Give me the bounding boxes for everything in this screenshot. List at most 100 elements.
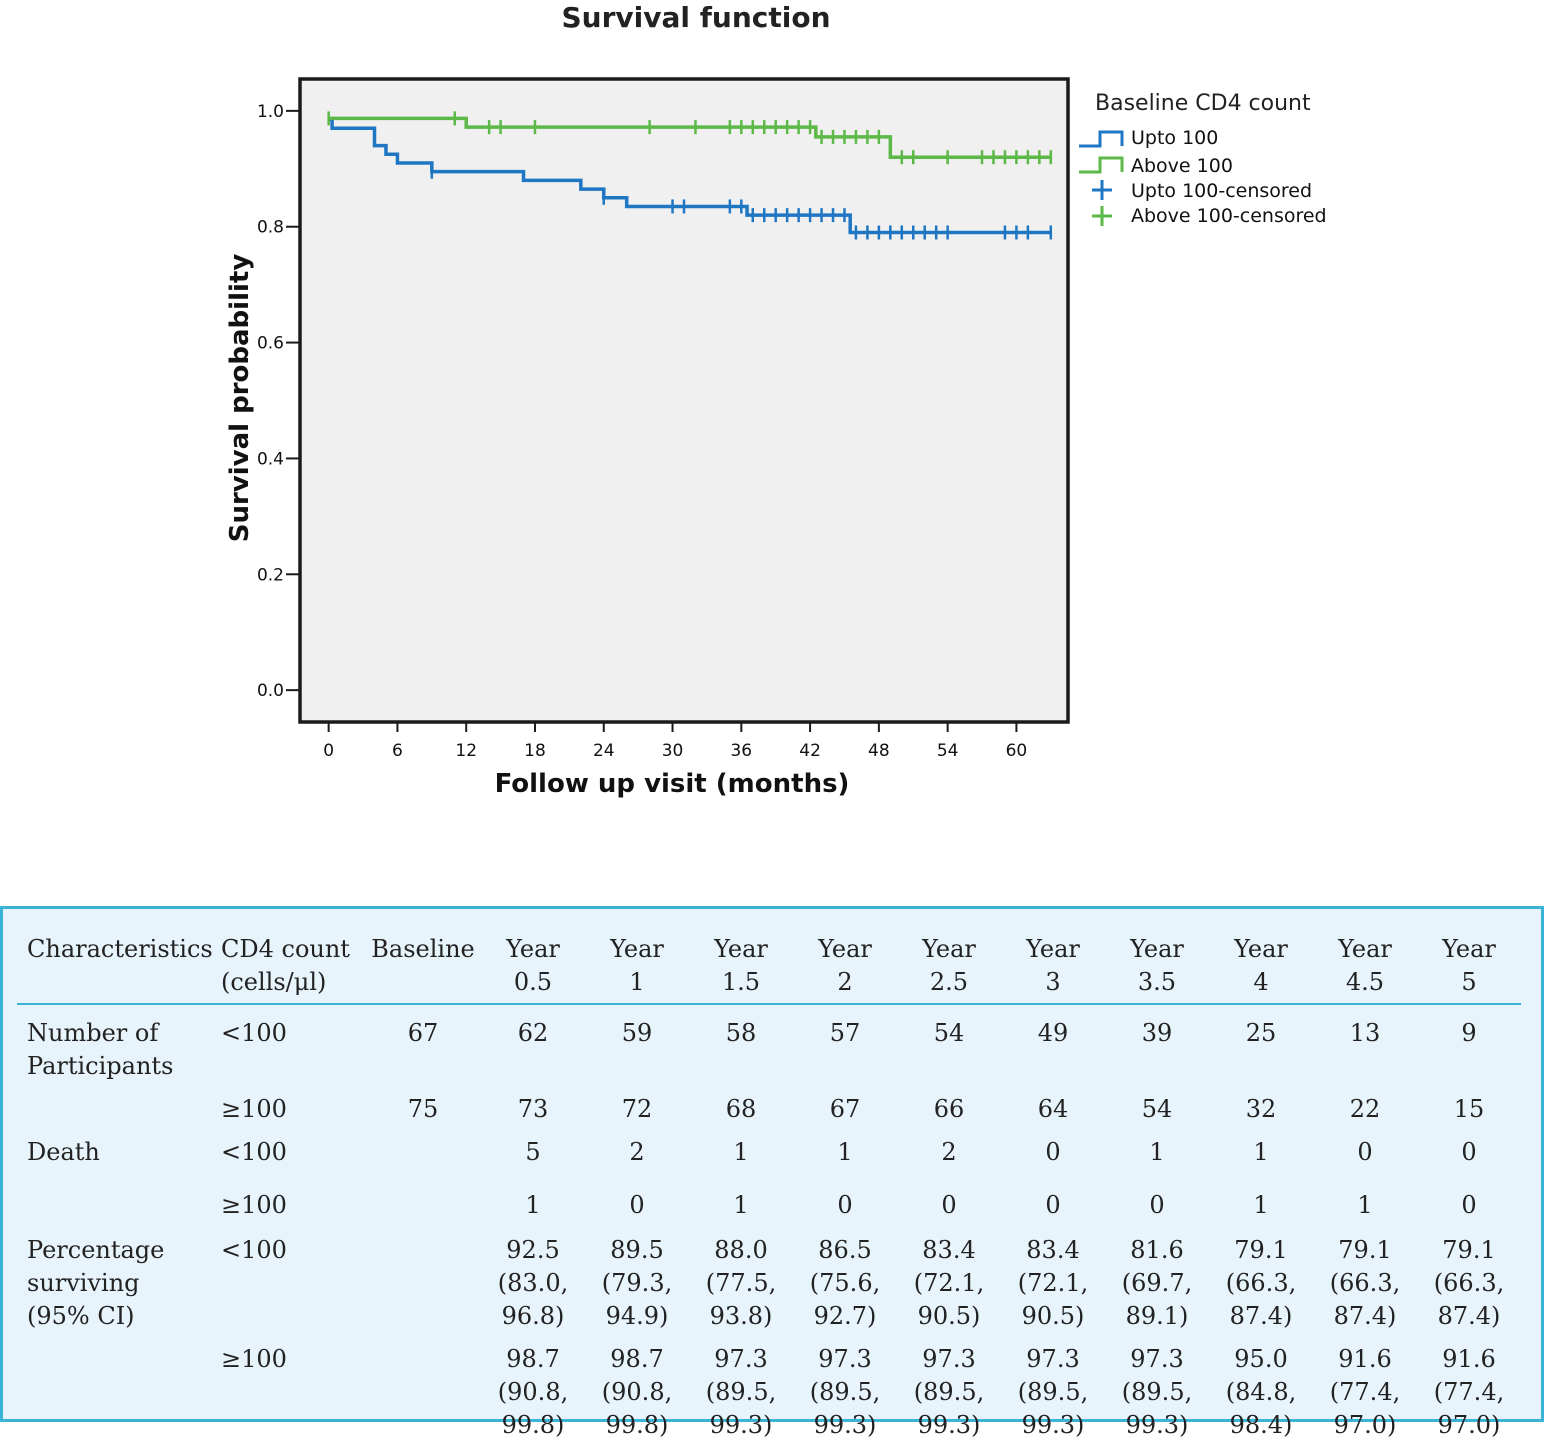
- header-year-line: Year: [610, 935, 664, 963]
- table-cell: 97.3 (89.5, 99.3): [897, 1333, 1001, 1442]
- x-tick-label: 60: [1006, 741, 1028, 761]
- table-cell: 1: [689, 1169, 793, 1222]
- table-row: Percentage surviving (95% CI) <100 92.5 (83.0…: [17, 1222, 1521, 1333]
- table-cell: 81.6 (69.7, 89.1): [1105, 1222, 1209, 1333]
- cell-line: 98.7: [610, 1345, 664, 1373]
- baseline-value: 67: [407, 1019, 439, 1047]
- x-tick-label: 6: [392, 741, 403, 761]
- table-cell: 62: [481, 1004, 585, 1083]
- cell-line: 99.3): [1125, 1411, 1189, 1439]
- x-tick-label: 36: [730, 741, 752, 761]
- cell-line: (77.4,: [1329, 1378, 1401, 1406]
- header-year-line: Year: [1026, 935, 1080, 963]
- table-cell: 79.1 (66.3, 87.4): [1313, 1222, 1417, 1333]
- x-tick-label: 30: [662, 741, 684, 761]
- cd4-group: ≥100: [221, 1345, 287, 1373]
- cd4-group: <100: [221, 1019, 287, 1047]
- table-row: ≥100 75 73 72 68 67 66 64 54 32 22 15: [17, 1083, 1521, 1126]
- cell-line: (66.3,: [1329, 1269, 1401, 1297]
- baseline-value: [365, 1126, 481, 1169]
- table-cell: 64: [1001, 1083, 1105, 1126]
- cell-line: (89.5,: [1017, 1378, 1089, 1406]
- y-tick-label: 1.0: [257, 102, 284, 122]
- y-axis-label: Survival probability: [225, 254, 255, 543]
- header-year-3: Year 3: [1001, 925, 1105, 1004]
- table-cell: 97.3 (89.5, 99.3): [689, 1333, 793, 1442]
- legend-label-above-100: Above 100: [1131, 155, 1233, 177]
- cell-line: 54: [1141, 1095, 1173, 1123]
- header-year-4-5: Year 4.5: [1313, 925, 1417, 1004]
- header-year-4: Year 4: [1209, 925, 1313, 1004]
- header-cd4-line1: CD4 count: [221, 935, 350, 963]
- table-cell: 91.6 (77.4, 97.0): [1313, 1333, 1417, 1442]
- legend-label-upto-100: Upto 100: [1131, 127, 1218, 149]
- table-cell: 79.1 (66.3, 87.4): [1417, 1222, 1521, 1333]
- cell-line: 98.7: [506, 1345, 560, 1373]
- table-cell: 72: [585, 1083, 689, 1126]
- table-cell: 39: [1105, 1004, 1209, 1083]
- table-cell: 0: [1417, 1126, 1521, 1169]
- cell-line: 0: [941, 1191, 957, 1219]
- cell-line: 1: [1149, 1138, 1165, 1166]
- header-year-line: 0.5: [513, 968, 553, 996]
- cell-line: 98.4): [1229, 1411, 1293, 1439]
- survival-chart: Survival function 0.0 0.2 0.4 0.6 0.8 1.0 0 6 1…: [225, 1, 1327, 799]
- table-cell: 58: [689, 1004, 793, 1083]
- table-cell: 49: [1001, 1004, 1105, 1083]
- cell-line: (89.5,: [809, 1378, 881, 1406]
- table-row: ≥100 98.7 (90.8, 99.8) 98.7 (90.8, 99.8) 97.3 (8…: [17, 1333, 1521, 1442]
- cell-line: 5: [525, 1138, 541, 1166]
- header-year-line: 2.5: [929, 968, 969, 996]
- header-year-0-5: Year 0.5: [481, 925, 585, 1004]
- x-tick-label: 24: [593, 741, 615, 761]
- table-cell: 1: [1105, 1126, 1209, 1169]
- x-tick-label: 12: [455, 741, 477, 761]
- x-tick-label: 0: [323, 741, 334, 761]
- x-tick-label: 48: [868, 741, 890, 761]
- cell-line: 99.8): [501, 1411, 565, 1439]
- row-label-line: Number of: [27, 1019, 159, 1047]
- header-year-line: 2: [837, 968, 853, 996]
- cell-line: (89.5,: [913, 1378, 985, 1406]
- cell-line: 59: [621, 1019, 653, 1047]
- cell-line: (89.5,: [705, 1378, 777, 1406]
- cell-line: 66: [933, 1095, 965, 1123]
- cell-line: 25: [1245, 1019, 1277, 1047]
- x-tick-label: 18: [524, 741, 546, 761]
- header-year-line: Year: [1130, 935, 1184, 963]
- table-cell: 32: [1209, 1083, 1313, 1126]
- cell-line: 97.3: [818, 1345, 872, 1373]
- cell-line: 0: [629, 1191, 645, 1219]
- cell-line: 58: [725, 1019, 757, 1047]
- legend-swatch-upto-100-censored: [1092, 180, 1112, 200]
- row-label: [17, 1083, 217, 1126]
- table-cell: 1: [481, 1169, 585, 1222]
- survival-table-panel: Characteristics CD4 count (cells/μl) Bas…: [0, 906, 1544, 1439]
- y-tick-label: 0.6: [257, 334, 284, 354]
- cell-line: 92.7): [813, 1302, 877, 1330]
- header-year-line: Year: [1338, 935, 1392, 963]
- cell-line: (90.8,: [497, 1378, 569, 1406]
- row-label: [17, 1169, 217, 1222]
- row-label-line: Participants: [27, 1052, 174, 1080]
- cell-line: 13: [1349, 1019, 1381, 1047]
- row-label: Number of Participants: [17, 1004, 217, 1083]
- row-label-line: Death: [27, 1138, 100, 1166]
- cell-line: 72: [621, 1095, 653, 1123]
- table-cell: 1: [1209, 1169, 1313, 1222]
- cell-line: 1: [837, 1138, 853, 1166]
- table-cell: 5: [481, 1126, 585, 1169]
- baseline-value: [365, 1169, 481, 1222]
- cell-line: 95.0: [1234, 1345, 1288, 1373]
- cell-line: 83.4: [1026, 1236, 1080, 1264]
- table-cell: 66: [897, 1083, 1001, 1126]
- cell-line: 99.3): [813, 1411, 877, 1439]
- table-cell: 9: [1417, 1004, 1521, 1083]
- x-axis-label: Follow up visit (months): [495, 769, 850, 799]
- table-cell: 97.3 (89.5, 99.3): [793, 1333, 897, 1442]
- table-cell: 97.3 (89.5, 99.3): [1105, 1333, 1209, 1442]
- cell-line: 1: [733, 1191, 749, 1219]
- header-characteristics: Characteristics: [27, 935, 213, 963]
- header-year-line: 4.5: [1345, 968, 1385, 996]
- chart-title: Survival function: [561, 1, 830, 34]
